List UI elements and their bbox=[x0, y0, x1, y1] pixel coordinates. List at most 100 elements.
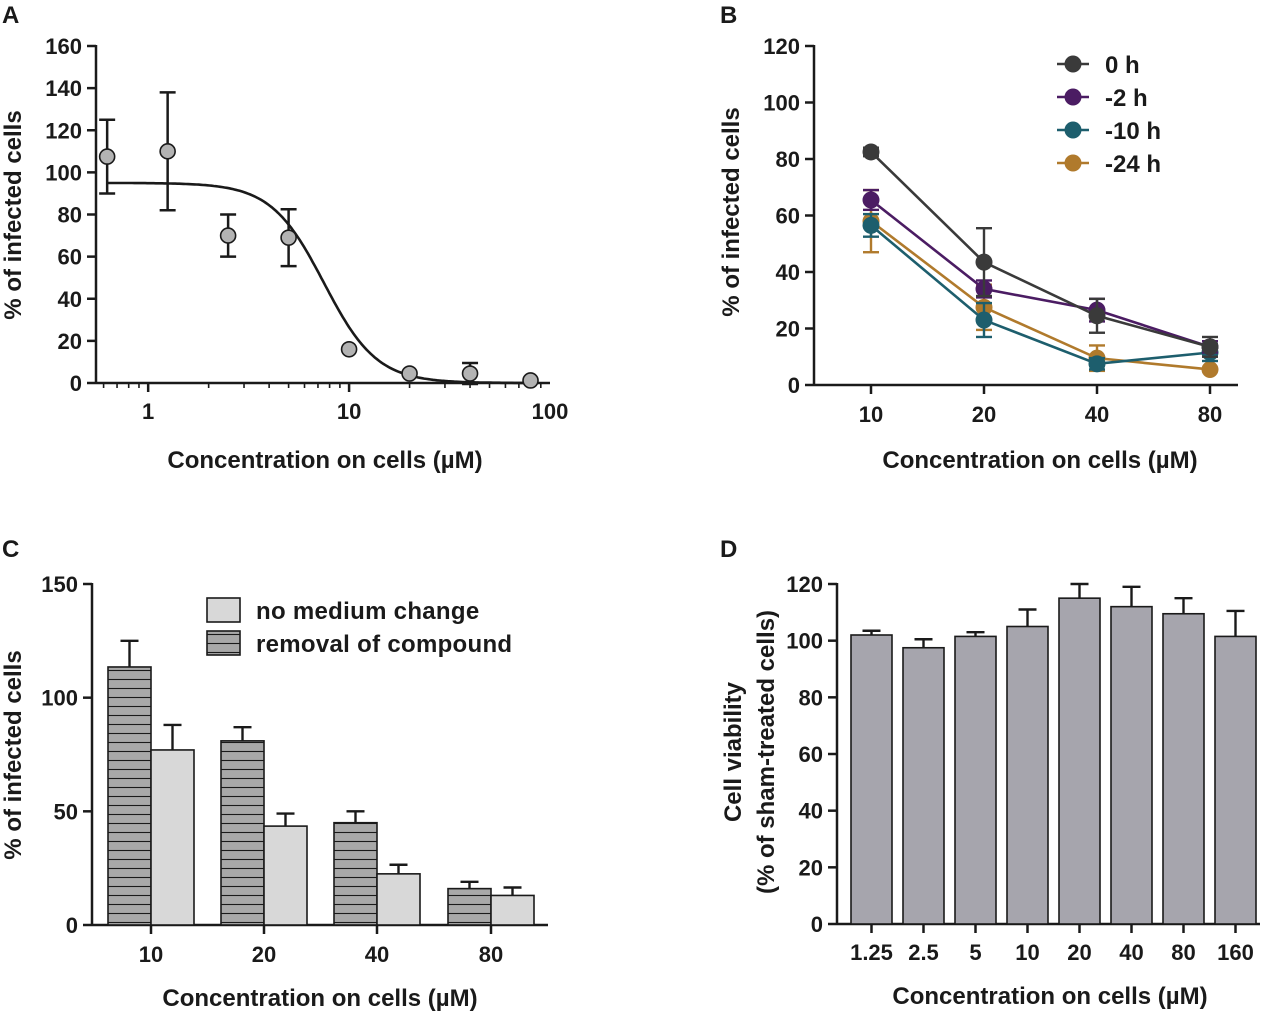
bar bbox=[850, 634, 893, 925]
data-point bbox=[219, 227, 237, 244]
legend-label: 0 h bbox=[1105, 52, 1140, 79]
bar bbox=[954, 635, 997, 925]
x-tick-label: 2.5 bbox=[908, 940, 939, 965]
y-tick-label: 100 bbox=[763, 91, 800, 116]
y-tick-label: 80 bbox=[58, 203, 82, 228]
legend-marker bbox=[1064, 154, 1082, 172]
data-point bbox=[1201, 360, 1219, 378]
y-tick-label: 20 bbox=[58, 329, 82, 354]
panel-a: A 0 20 40 60 80 100 120 140 160 1 10 100 Concentra… bbox=[0, 2, 568, 474]
panel-a-points bbox=[98, 91, 539, 389]
legend-marker bbox=[1064, 88, 1082, 106]
y-tick-label: 60 bbox=[776, 204, 800, 229]
series-minus24h bbox=[862, 188, 1219, 378]
data-point bbox=[862, 143, 880, 161]
bar bbox=[1110, 605, 1153, 925]
bar bbox=[1162, 612, 1205, 925]
y-tick-label: 80 bbox=[799, 685, 823, 710]
panel-b: B 0 20 40 60 80 100 120 10 20 40 80 0 h -2 h -10 h -… bbox=[718, 2, 1238, 474]
data-point bbox=[1088, 307, 1106, 325]
y-tick-label: 60 bbox=[799, 742, 823, 767]
panel-b-x-label: Concentration on cells (µM) bbox=[882, 447, 1197, 474]
series-line bbox=[870, 151, 1211, 349]
y-tick-label: 120 bbox=[786, 572, 823, 597]
data-point bbox=[98, 148, 116, 165]
series-0h bbox=[862, 143, 1219, 358]
panel-a-label: A bbox=[2, 2, 19, 29]
y-tick-label: 50 bbox=[54, 799, 78, 824]
bar bbox=[1058, 597, 1101, 925]
bar-no-change bbox=[490, 894, 535, 926]
y-tick-label: 0 bbox=[811, 912, 823, 937]
x-tick-label: 1 bbox=[142, 399, 154, 424]
panel-d-bars bbox=[850, 582, 1257, 925]
series-minus2h bbox=[862, 188, 1219, 356]
y-tick-label: 100 bbox=[41, 686, 78, 711]
legend-label: -24 h bbox=[1105, 151, 1161, 178]
panel-c-label: C bbox=[2, 536, 19, 563]
data-point bbox=[522, 372, 539, 389]
panel-d: D 0 20 40 60 80 100 120 1.25 2.5 5 10 20 40 80 160 Co… bbox=[720, 536, 1260, 1010]
data-point bbox=[975, 253, 993, 271]
legend-marker bbox=[1064, 55, 1082, 73]
panel-c-y-ticks: 0 50 100 150 bbox=[41, 572, 92, 938]
data-point bbox=[340, 340, 358, 358]
y-tick-label: 20 bbox=[776, 317, 800, 342]
x-tick-label: 80 bbox=[479, 942, 503, 967]
y-tick-label: 120 bbox=[45, 118, 82, 143]
bar bbox=[1214, 635, 1257, 925]
x-tick-label: 40 bbox=[1085, 402, 1109, 427]
panel-c-y-label: % of infected cells bbox=[0, 650, 27, 859]
panel-d-y-label-line2: (% of sham-treated cells) bbox=[753, 610, 780, 894]
data-point bbox=[401, 365, 418, 382]
panel-b-y-ticks: 0 20 40 60 80 100 120 bbox=[763, 34, 814, 398]
x-tick-label: 10 bbox=[139, 942, 163, 967]
y-tick-label: 140 bbox=[45, 76, 82, 101]
y-tick-label: 0 bbox=[788, 373, 800, 398]
x-tick-label: 20 bbox=[972, 402, 996, 427]
y-tick-label: 40 bbox=[799, 799, 823, 824]
y-tick-label: 40 bbox=[58, 287, 82, 312]
panel-c: C 0 50 100 150 10 20 40 80 no medium change rem… bbox=[0, 536, 548, 1012]
bar-removal bbox=[220, 740, 265, 926]
legend-marker bbox=[1064, 121, 1082, 139]
bar-no-change bbox=[150, 749, 195, 926]
x-tick-label: 40 bbox=[365, 942, 389, 967]
x-tick-label: 40 bbox=[1119, 940, 1143, 965]
data-point bbox=[280, 229, 297, 246]
y-tick-label: 150 bbox=[41, 572, 78, 597]
series-minus10h bbox=[862, 212, 1219, 373]
bar-no-change bbox=[263, 825, 308, 926]
y-tick-label: 80 bbox=[776, 147, 800, 172]
y-tick-label: 40 bbox=[776, 260, 800, 285]
panel-c-x-label: Concentration on cells (µM) bbox=[162, 985, 477, 1012]
y-tick-label: 160 bbox=[45, 34, 82, 59]
series-line bbox=[870, 224, 1211, 366]
panel-a-x-ticks: 1 10 100 bbox=[102, 383, 568, 424]
panel-d-y-ticks: 0 20 40 60 80 100 120 bbox=[786, 572, 837, 937]
bar bbox=[1006, 625, 1049, 925]
x-tick-label: 1.25 bbox=[850, 940, 893, 965]
x-tick-label: 80 bbox=[1198, 402, 1222, 427]
fit-curve-line bbox=[106, 181, 536, 385]
panel-c-legend: no medium change removal of compound bbox=[206, 597, 512, 658]
series-line bbox=[870, 220, 1211, 371]
data-point bbox=[1088, 355, 1106, 373]
panel-a-fit-curve bbox=[106, 181, 536, 385]
x-tick-label: 160 bbox=[1217, 940, 1254, 965]
panel-a-y-label: % of infected cells bbox=[0, 110, 27, 319]
x-tick-label: 20 bbox=[252, 942, 276, 967]
y-tick-label: 20 bbox=[799, 855, 823, 880]
y-tick-label: 100 bbox=[45, 160, 82, 185]
panel-b-legend: 0 h -2 h -10 h -24 h bbox=[1057, 52, 1161, 178]
legend-swatch bbox=[206, 630, 241, 656]
series-line bbox=[870, 198, 1211, 349]
panel-a-x-label: Concentration on cells (µM) bbox=[167, 447, 482, 474]
y-tick-label: 100 bbox=[786, 629, 823, 654]
x-tick-label: 80 bbox=[1171, 940, 1195, 965]
bar-removal bbox=[107, 666, 152, 926]
panel-b-x-ticks: 10 20 40 80 bbox=[859, 385, 1222, 427]
y-tick-label: 60 bbox=[58, 245, 82, 270]
y-tick-label: 0 bbox=[66, 913, 78, 938]
